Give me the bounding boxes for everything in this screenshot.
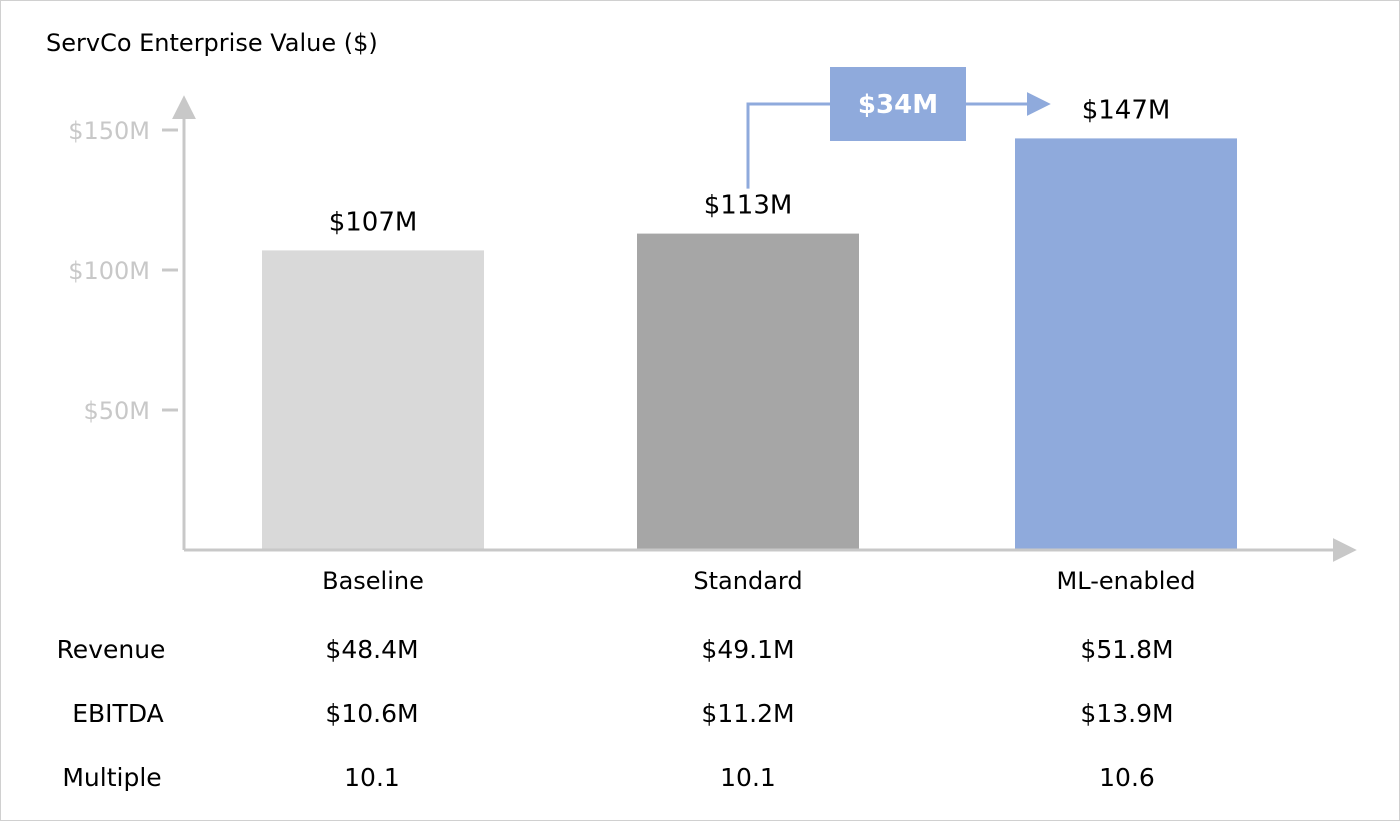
bar-baseline: [262, 250, 484, 550]
delta-badge: [830, 67, 966, 141]
value-label-baseline: $107M: [329, 207, 418, 237]
delta-label: $34M: [858, 90, 938, 120]
value-label-ml-enabled: $147M: [1082, 95, 1171, 125]
x-tick-label-standard: Standard: [693, 567, 802, 595]
y-tick-label-50: $50M: [83, 397, 150, 425]
x-tick-label-baseline: Baseline: [322, 567, 424, 595]
y-tick-label-100: $100M: [68, 257, 150, 285]
bar-ml-enabled: [1015, 138, 1237, 550]
value-label-standard: $113M: [704, 191, 793, 221]
y-tick-label-150: $150M: [68, 117, 150, 145]
x-tick-label-ml-enabled: ML-enabled: [1057, 567, 1196, 595]
bar-standard: [637, 233, 859, 550]
chart-title: ServCo Enterprise Value ($): [46, 29, 378, 57]
